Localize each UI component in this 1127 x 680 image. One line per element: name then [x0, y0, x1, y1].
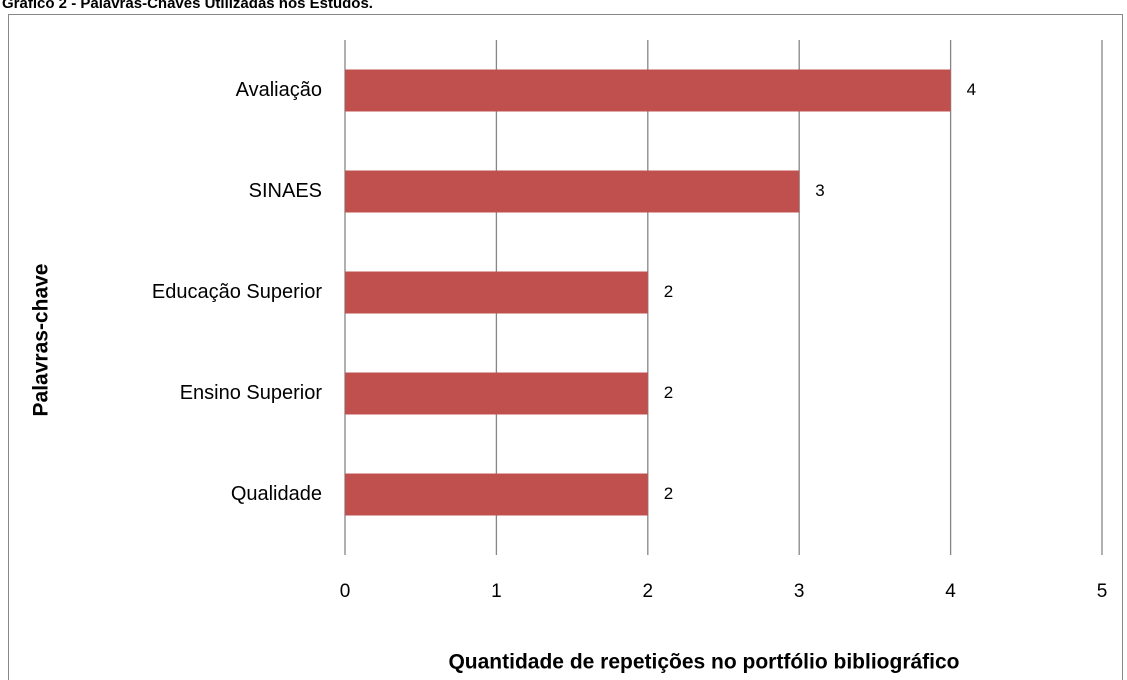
y-tick-label: Ensino Superior	[180, 382, 323, 404]
data-label: 4	[967, 80, 976, 99]
data-label: 2	[664, 383, 673, 402]
bar	[345, 473, 648, 516]
x-axis-title: Quantidade de repetições no portfólio bi…	[448, 651, 959, 674]
chart-border	[8, 14, 1123, 680]
x-tick-label: 1	[491, 581, 502, 602]
data-label: 2	[664, 282, 673, 301]
x-tick-label: 4	[945, 581, 956, 602]
data-label: 3	[815, 181, 824, 200]
y-tick-label: Avaliação	[236, 79, 322, 101]
bar	[345, 69, 951, 112]
y-tick-label: SINAES	[249, 180, 322, 202]
x-tick-label: 0	[340, 581, 351, 602]
y-tick-label: Educação Superior	[152, 281, 322, 303]
bar	[345, 170, 800, 213]
y-tick-label: Qualidade	[231, 483, 322, 505]
data-label: 2	[664, 484, 673, 503]
y-axis-title: Palavras-chave	[30, 264, 53, 417]
x-tick-label: 2	[643, 581, 654, 602]
bar	[345, 372, 648, 415]
x-tick-label: 3	[794, 581, 805, 602]
x-tick-label: 5	[1097, 581, 1108, 602]
chart-title: Gráfico 2 - Palavras-Chaves Utilizadas n…	[2, 0, 373, 12]
bar	[345, 271, 648, 314]
